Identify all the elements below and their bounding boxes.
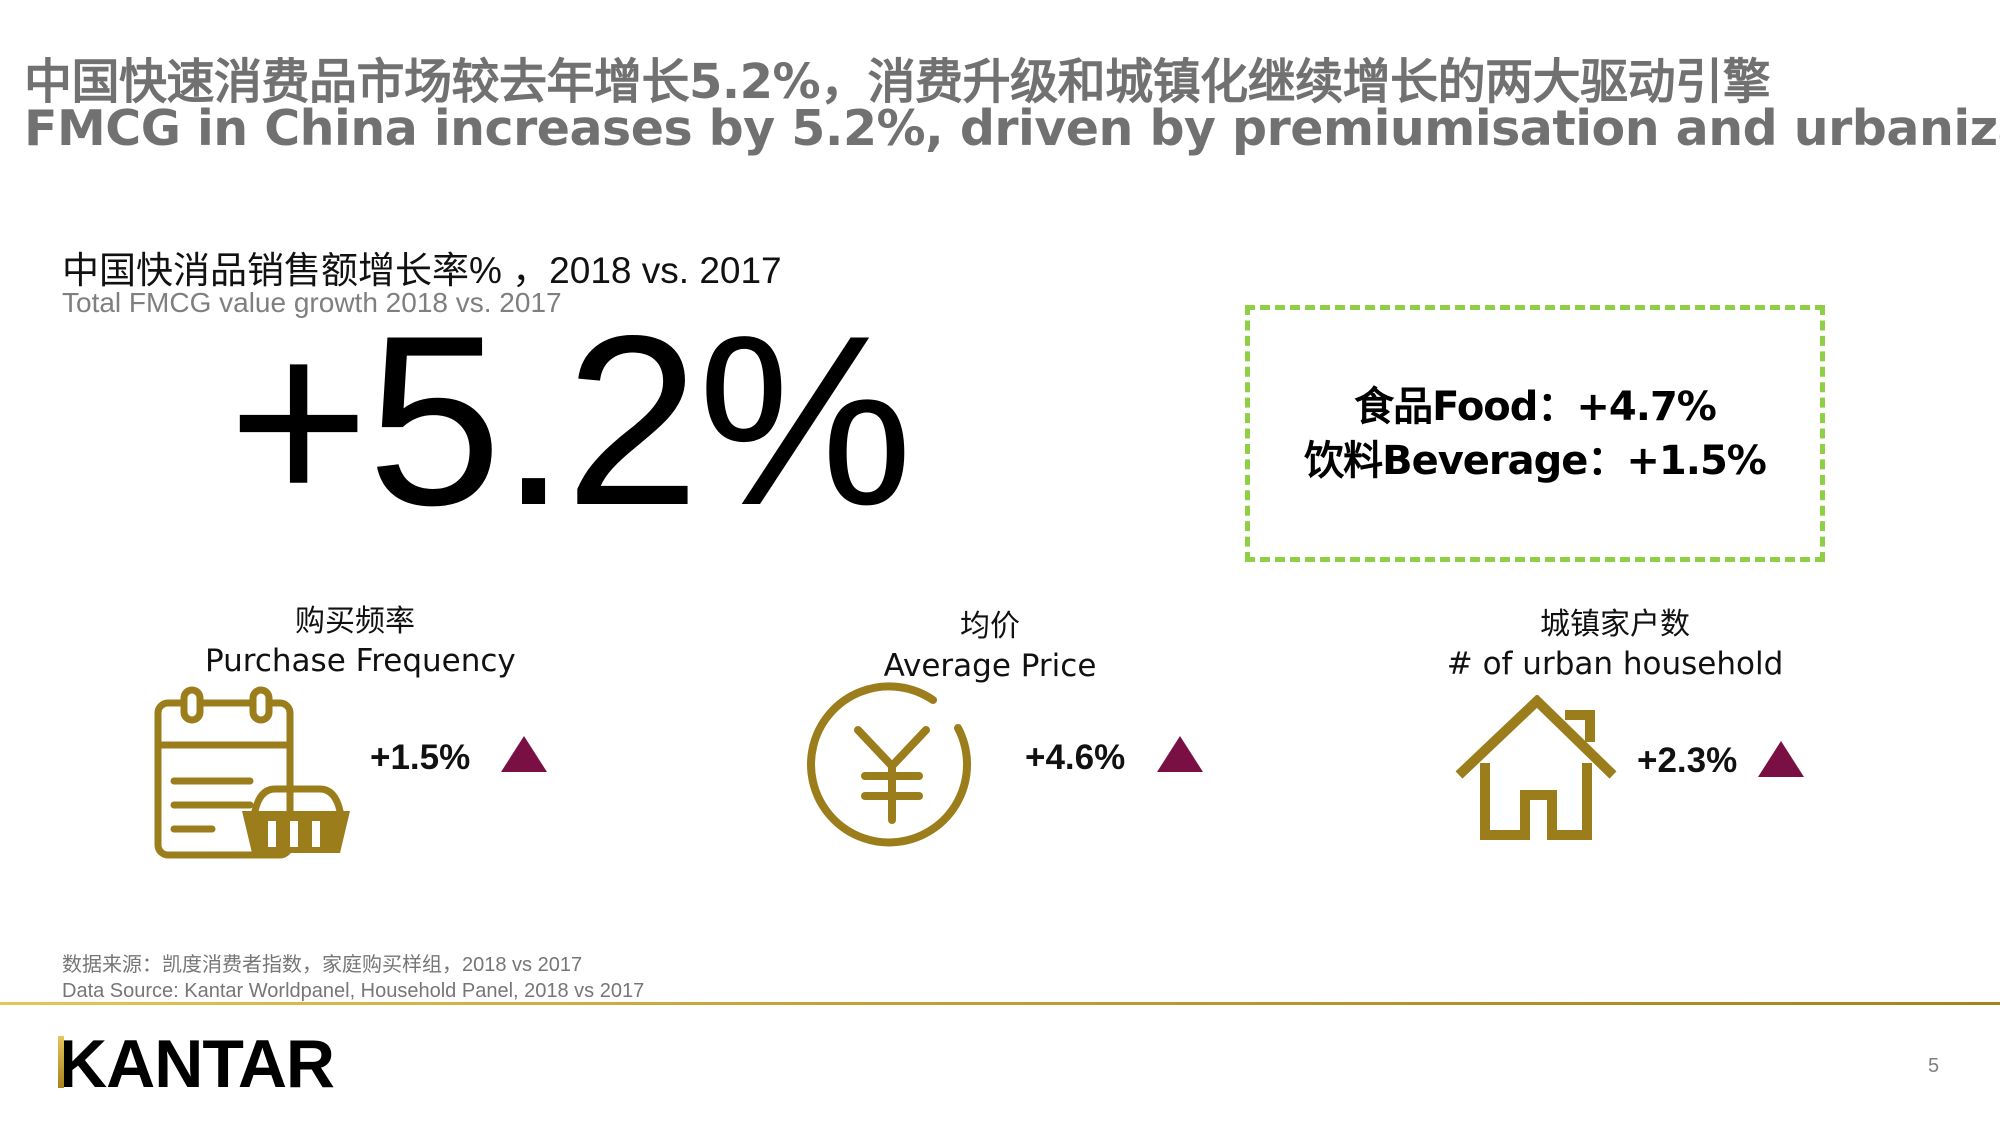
calendar-basket-icon (154, 686, 350, 859)
driver-label-urban-household: 城镇家户数 # of urban household (1440, 606, 1790, 684)
driver-value-urban-household: +2.3% (1637, 741, 1738, 780)
headline-label-cn: 中国快消品销售额增长率% ，2018 vs. 2017 (62, 250, 782, 291)
beverage-growth: 饮料Beverage：+1.5% (1304, 437, 1767, 484)
driver-label-en: Average Price (883, 648, 1097, 684)
driver-label-cn: 城镇家户数 (1540, 607, 1690, 642)
data-source-cn: 数据来源：凯度消费者指数，家庭购买样组，2018 vs 2017 (62, 954, 583, 976)
headline-label-en: Total FMCG value growth 2018 vs. 2017 (62, 287, 562, 318)
up-triangle-icon (1157, 736, 1203, 772)
logo-text: KANTAR (58, 1026, 335, 1102)
up-triangle-icon (1758, 741, 1804, 777)
driver-label-cn: 购买频率 (295, 604, 415, 639)
category-growth-box: 食品Food：+4.7% 饮料Beverage：+1.5% (1245, 305, 1825, 562)
data-source-en: Data Source: Kantar Worldpanel, Househol… (62, 980, 645, 1002)
food-growth: 食品Food：+4.7% (1354, 383, 1717, 430)
driver-value-purchase-frequency: +1.5% (370, 738, 471, 777)
slide-title-cn: 中国快速消费品市场较去年增长5.2%，消费升级和城镇化继续增长的两大驱动引擎 (24, 54, 1771, 110)
headline-value: +5.2% (228, 286, 913, 556)
yuan-coin-icon (807, 682, 972, 847)
driver-label-en: # of urban household (1446, 646, 1784, 682)
driver-label-en: Purchase Frequency (205, 643, 516, 679)
driver-label-cn: 均价 (960, 609, 1020, 644)
logo-accent-bar (58, 1036, 64, 1088)
footer-divider (0, 1002, 2000, 1005)
driver-label-purchase-frequency: 购买频率 Purchase Frequency (205, 603, 516, 681)
data-source: 数据来源：凯度消费者指数，家庭购买样组，2018 vs 2017 Data So… (62, 952, 644, 1004)
driver-label-average-price: 均价 Average Price (840, 608, 1140, 686)
up-triangle-icon (501, 736, 547, 772)
house-icon (1455, 695, 1617, 840)
slide-title-en: FMCG in China increases by 5.2%, driven … (24, 100, 2000, 157)
page-number: 5 (1928, 1055, 1940, 1077)
kantar-logo: KANTAR (58, 1030, 335, 1098)
driver-value-average-price: +4.6% (1025, 738, 1126, 777)
